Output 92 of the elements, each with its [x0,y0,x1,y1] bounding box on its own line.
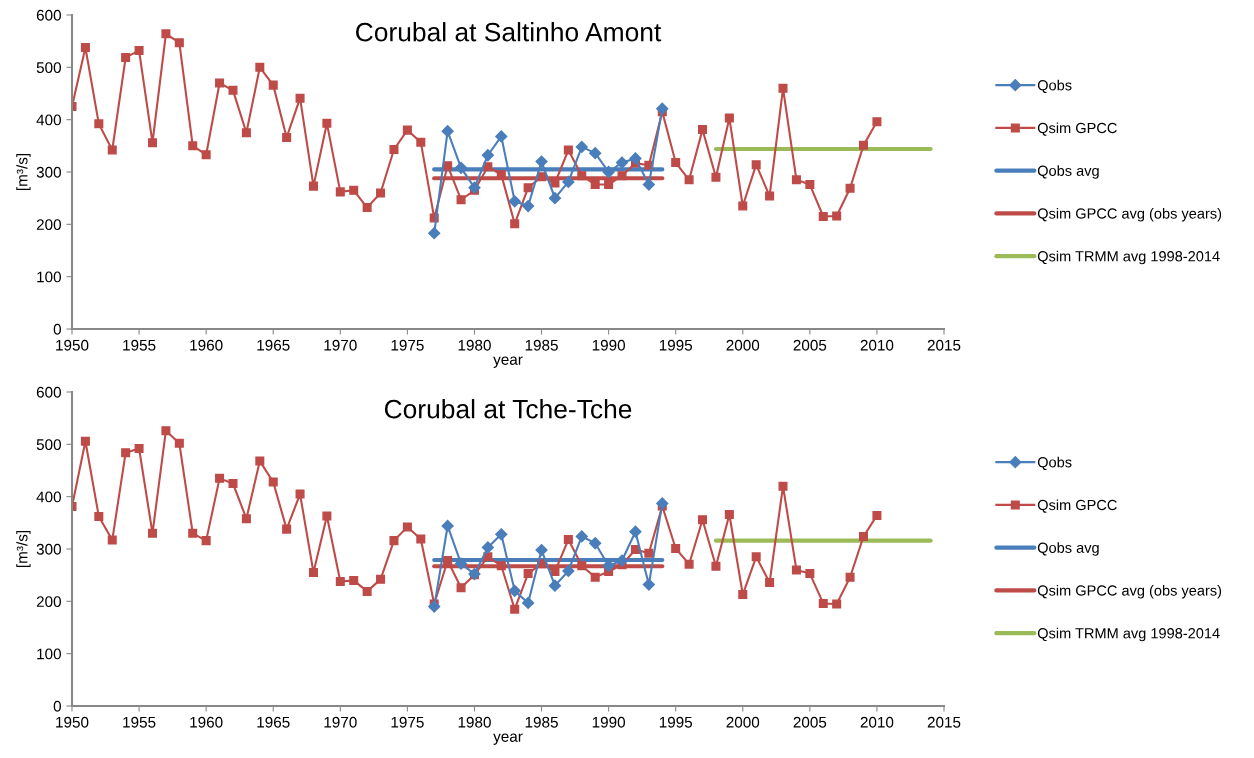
point [615,554,629,567]
x-tick-label: 1965 [257,339,290,351]
y-axis-title: [m³/s] [16,530,31,567]
x-tick-label: 1960 [190,339,223,351]
point [548,192,562,205]
point [495,528,508,541]
x-tick-label: 2005 [793,716,827,728]
point [468,181,481,194]
point [589,537,602,550]
point [656,497,669,510]
x-tick-label: 1975 [391,716,424,728]
point [589,147,602,160]
y-axis-title: [m³/s] [16,153,31,190]
x-tick-label: 1980 [458,339,491,351]
point [615,156,629,169]
point [454,557,468,570]
point [481,541,494,554]
x-tick-label: 1975 [391,339,424,351]
y-tick-label: 400 [36,491,61,503]
x-tick-label: 2015 [927,339,961,351]
y-tick-label: 300 [36,543,61,555]
point [562,564,575,578]
point [428,600,441,613]
x-tick-label: 1950 [56,716,89,728]
legend-label: Qobs avg [1037,542,1099,556]
x-tick-label: 2000 [726,339,760,351]
legend-label: Qsim GPCC avg (obs years) [1037,207,1222,222]
x-tick-label: 1960 [190,716,223,728]
point [535,155,548,168]
point [535,543,548,557]
legend-label: Qsim GPCC [1037,499,1117,513]
point [629,525,642,538]
y-tick-label: 500 [36,62,61,74]
y-tick-label: 600 [36,9,61,21]
y-tick-label: 0 [53,700,61,712]
point [575,140,588,153]
chart-title: Corubal at Saltinho Amont [356,22,662,42]
y-tick-label: 100 [37,648,61,660]
point [642,178,655,191]
x-tick-label: 2010 [860,339,894,351]
point [428,227,441,240]
x-axis-title: year [493,356,523,368]
x-axis-title: year [493,733,523,745]
chart-title: Corubal at Tche-Tche [384,399,632,419]
point [602,165,615,179]
x-tick-label: 1970 [324,339,357,351]
point [441,519,454,533]
legend-label: Qsim GPCC [1037,122,1117,136]
legend-label: Qsim TRMM avg 1998-2014 [1037,250,1220,265]
point [495,130,508,143]
y-tick-label: 400 [36,114,61,126]
x-tick-label: 1985 [525,339,558,351]
x-tick-label: 1995 [659,716,693,728]
y-tick-label: 500 [36,439,61,451]
x-tick-label: 1970 [324,716,357,728]
point [441,125,454,138]
y-tick-label: 0 [53,323,61,335]
y-tick-label: 300 [36,166,61,178]
x-tick-label: 2000 [726,716,760,728]
legend-label: Qobs [1037,79,1072,93]
x-tick-label: 2015 [927,716,961,728]
point [629,152,642,165]
point [562,175,575,189]
point [548,579,562,592]
point [575,530,588,543]
point [656,102,669,115]
y-tick-label: 200 [36,596,61,608]
x-tick-label: 1950 [56,339,89,351]
legend-label: Qsim GPCC avg (obs years) [1037,584,1222,599]
point [508,584,521,597]
y-tick-label: 200 [36,219,61,231]
point [522,199,535,213]
x-tick-label: 2010 [860,716,894,728]
legend-label: Qobs avg [1037,165,1099,179]
point [508,195,521,208]
y-tick-label: 100 [37,271,61,283]
x-tick-label: 1980 [458,716,491,728]
x-tick-label: 1955 [123,339,156,351]
x-tick-label: 1955 [123,716,156,728]
point [454,161,468,174]
y-tick-label: 600 [36,386,61,398]
x-tick-label: 2005 [793,339,827,351]
x-tick-label: 1985 [525,716,558,728]
point [481,149,494,162]
x-tick-label: 1990 [592,339,626,351]
point [522,596,535,609]
x-tick-label: 1995 [659,339,693,351]
legend-label: Qsim TRMM avg 1998-2014 [1037,627,1220,642]
legend-label: Qobs [1037,456,1072,470]
x-tick-label: 1965 [257,716,290,728]
x-tick-label: 1990 [592,716,626,728]
point [642,578,655,591]
